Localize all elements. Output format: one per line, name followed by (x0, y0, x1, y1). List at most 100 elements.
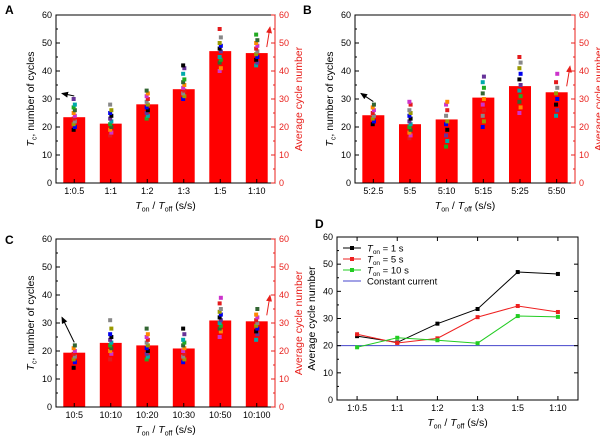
bar (545, 92, 568, 183)
x-label-off: off (165, 431, 173, 438)
data-point (370, 122, 375, 127)
data-point (109, 346, 114, 351)
data-point (254, 46, 259, 51)
data-point (144, 105, 149, 110)
y-label-T: T (25, 363, 37, 371)
data-point (254, 329, 259, 334)
data-point (181, 343, 186, 348)
data-point (72, 102, 77, 107)
legend-swatch-marker (350, 257, 354, 261)
x-label-unit: (s/s) (172, 200, 195, 212)
data-point (408, 102, 413, 107)
y2-axis-label: Average cycle number (293, 46, 305, 151)
data-point (217, 301, 222, 306)
data-point (445, 99, 450, 104)
x-label-off: off (464, 207, 472, 214)
data-point (254, 318, 259, 323)
data-point (255, 38, 260, 43)
legend-T: T (367, 244, 374, 255)
data-point (371, 102, 376, 107)
y-label-rest: , number of cycles (25, 275, 37, 360)
data-point (254, 41, 259, 45)
data-point (217, 27, 222, 31)
x-label-unit: (s/s) (172, 424, 195, 436)
y-tick-label: 10 (42, 374, 52, 384)
data-point (144, 335, 149, 339)
y-axis-label: Tc, number of cycles (25, 51, 39, 146)
x-tick-label: 1:3 (177, 186, 190, 196)
data-point (109, 326, 114, 331)
y2-tick-label: 40 (279, 66, 289, 76)
plot-frame (55, 238, 276, 408)
y-tick-label: 10 (341, 150, 351, 160)
data-point (255, 60, 260, 65)
x-axis-label: Ton / Toff (s/s) (435, 200, 495, 214)
data-point (144, 116, 149, 121)
data-point (71, 97, 76, 101)
x-label-slash: / (150, 424, 159, 436)
series-marker (395, 335, 400, 340)
x-tick-label: 10:100 (243, 410, 271, 420)
panel-letter: B (303, 3, 312, 17)
bar (209, 51, 232, 184)
data-point (109, 340, 114, 345)
legend-swatch-marker (350, 246, 354, 250)
data-point (480, 80, 485, 85)
data-point (481, 119, 486, 124)
x-label-T: T (450, 417, 458, 429)
y2-tick-label: 50 (279, 262, 289, 272)
data-point (72, 354, 77, 359)
x-label-T: T (135, 424, 143, 436)
data-point (445, 108, 450, 113)
data-point (517, 77, 522, 82)
y2-tick-label: 50 (579, 38, 589, 48)
y-label-T: T (25, 139, 37, 147)
legend-entry: Ton = 10 s (367, 266, 409, 279)
y-label-c: c (32, 136, 39, 140)
data-point (108, 111, 113, 115)
x-tick-label: 1:5 (214, 186, 227, 196)
bar (136, 104, 159, 183)
data-point (555, 108, 560, 113)
y-tick-label: 60 (341, 10, 351, 20)
data-point (218, 307, 223, 311)
legend-entry: Ton = 5 s (367, 255, 404, 268)
y-tick-label: 0 (47, 402, 52, 412)
y-tick-label: 20 (42, 346, 52, 356)
legend-value: = 5 s (380, 255, 404, 266)
data-point (407, 108, 412, 113)
right-axis-arrow (566, 65, 572, 87)
y2-tick-label: 20 (279, 346, 289, 356)
bar (172, 89, 195, 183)
x-label-on: on (434, 424, 442, 431)
series-marker (555, 271, 560, 276)
x-label-slash: / (150, 200, 159, 212)
data-point (145, 354, 150, 359)
panel-c: C 0 0 10 10 20 20 30 30 40 40 50 50 60 60 10:5 10:10 10:2… (5, 233, 305, 438)
data-point (554, 102, 559, 107)
x-tick-label: 5:50 (548, 186, 566, 196)
data-point (517, 66, 522, 71)
y2-tick-label: 40 (579, 66, 589, 76)
data-point (181, 360, 186, 365)
bar (99, 342, 122, 407)
data-point (71, 105, 76, 110)
data-point (182, 66, 187, 71)
data-point (255, 326, 260, 331)
bar (509, 86, 531, 183)
y-tick-label: 40 (323, 286, 333, 296)
x-tick-label: 1:0.5 (64, 186, 84, 196)
data-point (181, 91, 186, 96)
data-point (182, 77, 187, 82)
data-point (72, 119, 77, 124)
x-tick-label: 1:2 (141, 186, 154, 196)
series-marker (435, 338, 440, 343)
data-point (407, 113, 412, 118)
data-point (445, 127, 450, 132)
y-tick-label: 60 (323, 232, 333, 242)
x-label-unit: (s/s) (472, 200, 495, 212)
series-marker (475, 306, 480, 311)
data-point (181, 337, 186, 342)
data-point (217, 69, 222, 73)
y-tick-label: 50 (341, 38, 351, 48)
